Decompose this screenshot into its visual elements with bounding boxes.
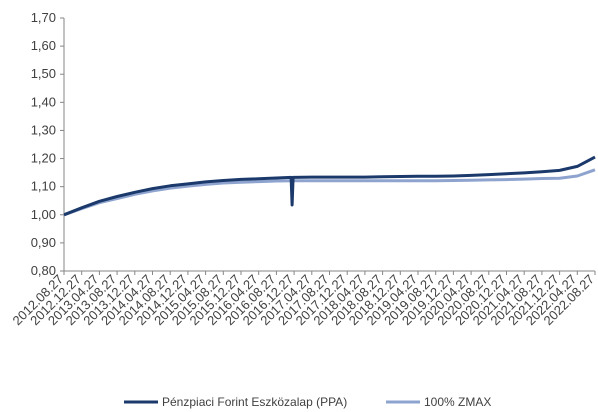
y-tick-label: 0,90	[31, 235, 56, 250]
legend: Pénzpiaci Forint Eszközalap (PPA) 100% ZM…	[124, 395, 491, 409]
y-tick-label: 1,00	[31, 207, 56, 222]
y-tick-label: 1,40	[31, 94, 56, 109]
series-line-0	[63, 155, 596, 217]
y-tick-label: 1,70	[31, 10, 56, 25]
axes	[63, 18, 595, 272]
legend-label-1: 100% ZMAX	[424, 395, 491, 409]
y-tick-label: 1,30	[31, 122, 56, 137]
y-tick-label: 0,80	[31, 263, 56, 278]
y-tick-label: 1,10	[31, 179, 56, 194]
series-lines	[63, 155, 596, 217]
x-tick-labels: 2012.08.272012.12.272013.04.272013.08.27…	[9, 271, 597, 328]
y-tick-label: 1,50	[31, 66, 56, 81]
legend-label-0: Pénzpiaci Forint Eszközalap (PPA)	[162, 395, 347, 409]
y-tick-label: 1,20	[31, 151, 56, 166]
series-line-1	[63, 168, 596, 217]
y-tick-labels: 1,70 1,60 1,50 1,40 1,30 1,20 1,10 1,00 0,90 0,80	[31, 10, 64, 278]
y-tick-label: 1,60	[31, 38, 56, 53]
